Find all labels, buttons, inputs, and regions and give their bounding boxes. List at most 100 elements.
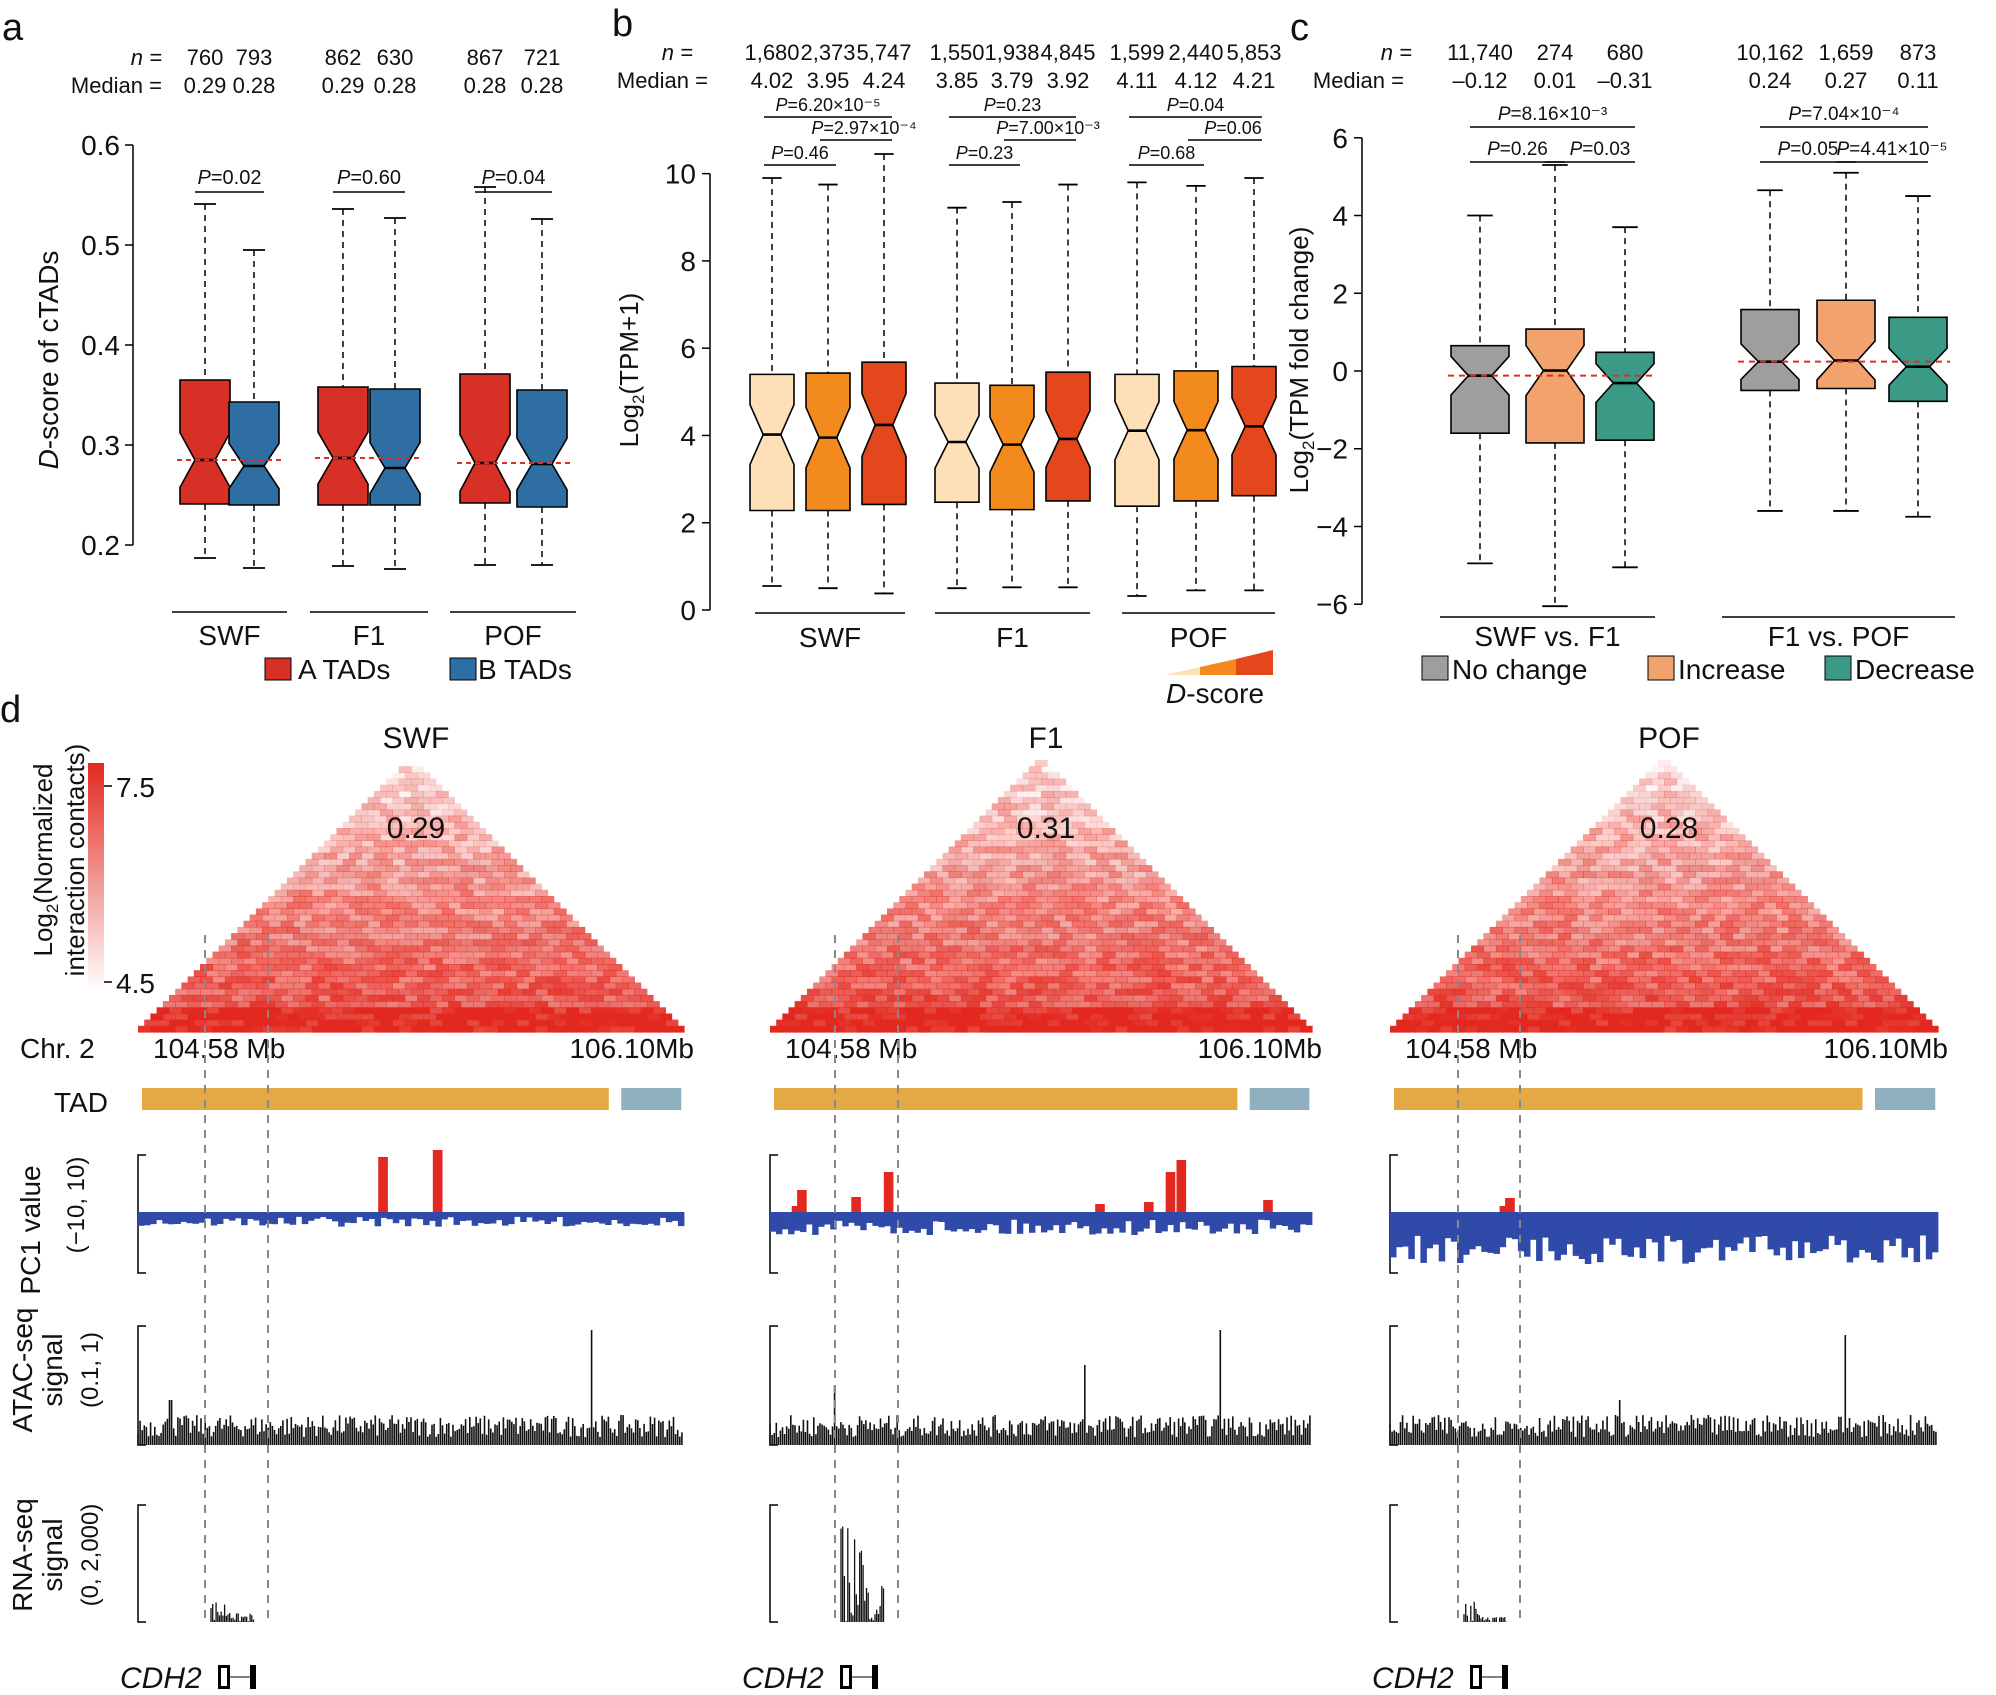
hic-cell xyxy=(856,951,870,959)
hic-cell xyxy=(1701,865,1715,872)
y-tick-label: 6 xyxy=(680,333,696,364)
hic-cell xyxy=(1632,883,1646,891)
rna-signal xyxy=(210,1602,255,1622)
hic-cell xyxy=(1502,1025,1516,1033)
hic-cell xyxy=(1639,939,1653,947)
pc1-bar-negative xyxy=(1700,1212,1707,1249)
hic-cell xyxy=(1645,784,1659,792)
hic-cell xyxy=(423,828,437,835)
hic-cell xyxy=(954,865,968,872)
hic-cell xyxy=(1096,821,1110,829)
hic-cell xyxy=(1225,964,1239,971)
hic-cell xyxy=(1028,1013,1042,1021)
atac-range: (0.1, 1) xyxy=(77,1332,104,1408)
hic-cell xyxy=(212,951,226,959)
hic-cell xyxy=(392,784,406,792)
hic-cell xyxy=(237,939,251,947)
hic-cell xyxy=(1776,988,1790,996)
hic-cell xyxy=(466,834,480,841)
hic-cell xyxy=(336,1001,350,1008)
hic-cell xyxy=(423,902,437,909)
hic-cell xyxy=(1010,858,1024,866)
hic-cell xyxy=(423,988,437,996)
hic-cell xyxy=(1016,877,1030,885)
hic-cell xyxy=(510,1013,524,1021)
hic-cell xyxy=(1034,896,1048,903)
hic-cell xyxy=(311,964,325,971)
hic-cell xyxy=(1682,797,1696,804)
hic-cell xyxy=(392,982,406,990)
hic-cell xyxy=(1414,1001,1428,1008)
hic-cell xyxy=(324,889,338,897)
box xyxy=(369,388,421,506)
hic-cell xyxy=(330,970,344,977)
hic-cell xyxy=(1720,957,1734,965)
hic-cell xyxy=(628,994,642,1002)
hic-cell xyxy=(1732,896,1746,903)
hic-cell xyxy=(948,982,962,990)
pc1-bar-negative xyxy=(1029,1212,1036,1233)
hic-cell xyxy=(280,883,294,891)
hic-cell xyxy=(485,976,499,984)
hic-cell xyxy=(1084,846,1097,854)
hic-cell xyxy=(960,858,974,866)
hic-cell xyxy=(997,858,1011,866)
hic-cell xyxy=(1477,1025,1491,1033)
hic-cell xyxy=(1626,1025,1640,1033)
hic-cell xyxy=(1244,970,1258,977)
hic-cell xyxy=(417,982,431,990)
hic-cell xyxy=(255,994,269,1002)
hic-cell xyxy=(1016,865,1030,872)
hic-cell xyxy=(342,994,356,1002)
hic-cell xyxy=(1782,994,1796,1002)
pc1-bar-negative xyxy=(1035,1212,1042,1226)
hic-cell xyxy=(572,1025,586,1033)
hic-cell xyxy=(1047,945,1061,953)
hic-cell xyxy=(1121,908,1134,916)
hic-cell xyxy=(1850,964,1864,971)
box xyxy=(317,386,369,506)
hic-cell xyxy=(1034,760,1048,767)
hic-cell xyxy=(1788,951,1802,959)
pc1-bar-negative xyxy=(938,1212,945,1222)
pc1-bar-negative xyxy=(1004,1212,1012,1234)
hic-cell xyxy=(862,982,876,990)
hic-cell xyxy=(442,797,455,804)
hic-cell xyxy=(373,852,387,860)
hic-cell xyxy=(349,902,362,909)
hic-cell xyxy=(1108,1007,1122,1015)
hic-cell xyxy=(392,945,406,953)
hic-cell xyxy=(1651,926,1665,934)
hic-cell xyxy=(1059,821,1073,829)
gene-exon xyxy=(250,1665,256,1689)
hic-cell xyxy=(1695,834,1709,841)
hic-cell xyxy=(442,982,455,990)
hic-cell xyxy=(516,982,530,990)
hic-cell xyxy=(1071,1019,1085,1027)
p-value: P=0.46 xyxy=(771,143,829,163)
hic-cell xyxy=(930,964,943,971)
hic-cell xyxy=(1657,1019,1671,1027)
colorbar-min: 4.5 xyxy=(116,968,155,999)
hic-cell xyxy=(1022,858,1036,866)
hic-cell xyxy=(1207,945,1221,953)
p-value: P=6.20×10⁻⁵ xyxy=(775,95,880,115)
hic-cell xyxy=(1121,1019,1134,1027)
hic-cell xyxy=(411,939,424,947)
hic-cell xyxy=(1539,939,1553,947)
hic-cell xyxy=(435,939,449,947)
hic-cell xyxy=(435,964,449,971)
hic-cell xyxy=(1838,1025,1852,1033)
hic-cell xyxy=(659,1013,673,1021)
hic-cell xyxy=(991,939,1005,947)
hic-cell xyxy=(1439,988,1453,996)
hic-cell xyxy=(862,945,876,953)
hic-cell xyxy=(1182,1007,1196,1015)
hic-cell xyxy=(473,852,486,860)
hic-cell xyxy=(541,970,555,977)
hic-cell xyxy=(299,976,313,984)
hic-cell xyxy=(1471,1019,1485,1027)
hic-cell xyxy=(566,933,580,940)
hic-cell xyxy=(837,982,851,990)
